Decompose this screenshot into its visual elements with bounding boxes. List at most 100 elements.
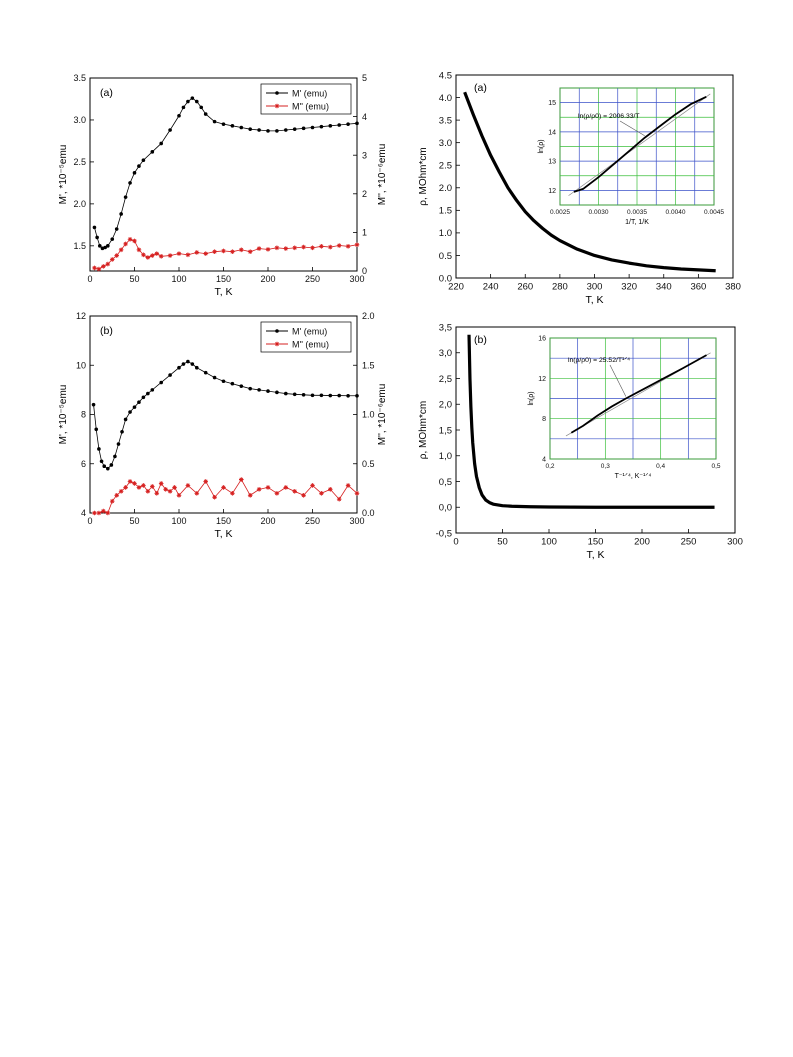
- data-point: [145, 489, 151, 494]
- inset-y-axis-label: ln(ρ): [538, 139, 545, 153]
- data-point: [195, 365, 199, 370]
- data-point: [256, 487, 262, 492]
- panel-label: (b): [100, 325, 113, 337]
- data-point: [247, 249, 253, 254]
- y2-axis-label: M'', *10⁻⁶emu: [377, 144, 388, 206]
- data-point: [101, 508, 106, 514]
- y-axis-label: ρ, MOhm*cm: [418, 401, 429, 459]
- data-point: [292, 392, 297, 397]
- data-point: [137, 164, 141, 168]
- data-point: [110, 237, 115, 241]
- x-tick-label: 100: [171, 516, 186, 526]
- legend: M' (emu) M'' (emu): [260, 83, 352, 115]
- y2-tick-label: 4: [362, 112, 367, 122]
- data-point: [274, 245, 280, 251]
- inset-x-tick-label: 0.0035: [627, 209, 647, 216]
- data-point: [176, 251, 182, 256]
- data-point: [301, 244, 306, 250]
- data-point: [203, 251, 208, 256]
- x-tick-label: 380: [725, 282, 741, 293]
- data-point: [114, 253, 119, 258]
- legend: M' (emu) M'' (emu): [260, 321, 352, 353]
- inset-x-tick-label: 0.0030: [589, 209, 609, 216]
- x-tick-label: 150: [588, 537, 604, 548]
- y2-tick-label: 1.5: [362, 360, 375, 370]
- data-point: [266, 129, 270, 133]
- y-tick-label: 2,0: [439, 400, 452, 411]
- data-point: [118, 247, 124, 253]
- y-axis-label: ρ, MOhm*cm: [418, 147, 429, 205]
- inset-annotation: ln(ρ/ρ0) = 25.52/T¹ᐟ⁴: [568, 357, 630, 364]
- series-m-prime: [92, 96, 359, 251]
- data-point: [230, 381, 235, 386]
- inset-plot: 0.0025 0.0030 0.0035 0.0040 0.0045 12 13 14 15 1/…: [538, 87, 724, 226]
- x-tick-label: 150: [216, 516, 231, 526]
- y-tick-label: 3.5: [73, 73, 86, 83]
- panel-label: (b): [474, 334, 487, 346]
- data-point: [337, 123, 342, 127]
- data-point: [345, 483, 351, 488]
- data-point: [185, 252, 191, 258]
- data-point: [116, 442, 121, 446]
- data-point: [177, 365, 181, 370]
- data-point: [181, 362, 186, 366]
- inset-y-tick-label: 13: [548, 159, 556, 166]
- y-tick-label: 2.0: [73, 199, 86, 209]
- legend-label: M' (emu): [292, 327, 327, 337]
- y-tick-label: 0.0: [439, 273, 452, 284]
- x-axis-label: T, K: [214, 528, 232, 540]
- data-point: [132, 405, 137, 409]
- y-tick-label: 1,0: [439, 451, 452, 462]
- x-tick-label: 50: [129, 274, 139, 284]
- y-tick-label: 1.5: [439, 206, 452, 217]
- data-point: [92, 225, 97, 230]
- x-tick-label: 100: [171, 274, 186, 284]
- y2-tick-label: 0.5: [362, 459, 375, 469]
- x-tick-label: 280: [552, 282, 568, 293]
- data-point: [114, 227, 119, 231]
- data-point: [310, 245, 315, 251]
- inset-x-tick-label: 0,2: [545, 463, 554, 470]
- data-point: [123, 485, 128, 490]
- data-point: [239, 247, 244, 253]
- data-point: [96, 266, 102, 272]
- data-point: [150, 484, 155, 489]
- data-point: [158, 254, 164, 259]
- data-point: [141, 158, 146, 163]
- data-point: [186, 359, 190, 364]
- data-point: [354, 242, 360, 248]
- data-point: [105, 261, 111, 267]
- x-tick-label: 200: [260, 516, 275, 526]
- data-point: [190, 362, 195, 366]
- inset-y-tick-label: 14: [548, 129, 556, 136]
- x-tick-label: 300: [587, 282, 603, 293]
- panel-label: (a): [100, 87, 113, 99]
- data-point: [163, 487, 168, 492]
- data-point: [150, 388, 155, 392]
- data-point: [265, 247, 271, 252]
- x-axis-label: T, K: [586, 549, 604, 561]
- y-tick-label: 2.5: [439, 161, 452, 172]
- series-line: [93, 361, 357, 470]
- inset-y-tick-label: 12: [548, 188, 556, 195]
- y2-tick-label: 3: [362, 150, 367, 160]
- data-point: [319, 491, 324, 496]
- panel-label: (a): [474, 82, 487, 94]
- data-point: [159, 380, 163, 385]
- data-point: [190, 96, 195, 100]
- data-point: [114, 492, 119, 498]
- data-point: [94, 427, 99, 432]
- data-point: [203, 370, 208, 375]
- data-point: [92, 510, 97, 516]
- y2-tick-label: 2.0: [362, 311, 375, 321]
- data-point: [136, 485, 142, 490]
- data-point: [109, 463, 114, 467]
- data-point: [91, 402, 96, 407]
- data-point: [301, 393, 306, 397]
- legend-box: [260, 321, 352, 353]
- legend-label: M'' (emu): [292, 340, 329, 350]
- x-tick-label: 0: [453, 537, 458, 548]
- data-point: [247, 492, 253, 498]
- y2-tick-label: 5: [362, 73, 367, 83]
- inset-annotation: ln(ρ/ρ0) = 2006.33/T: [578, 113, 640, 120]
